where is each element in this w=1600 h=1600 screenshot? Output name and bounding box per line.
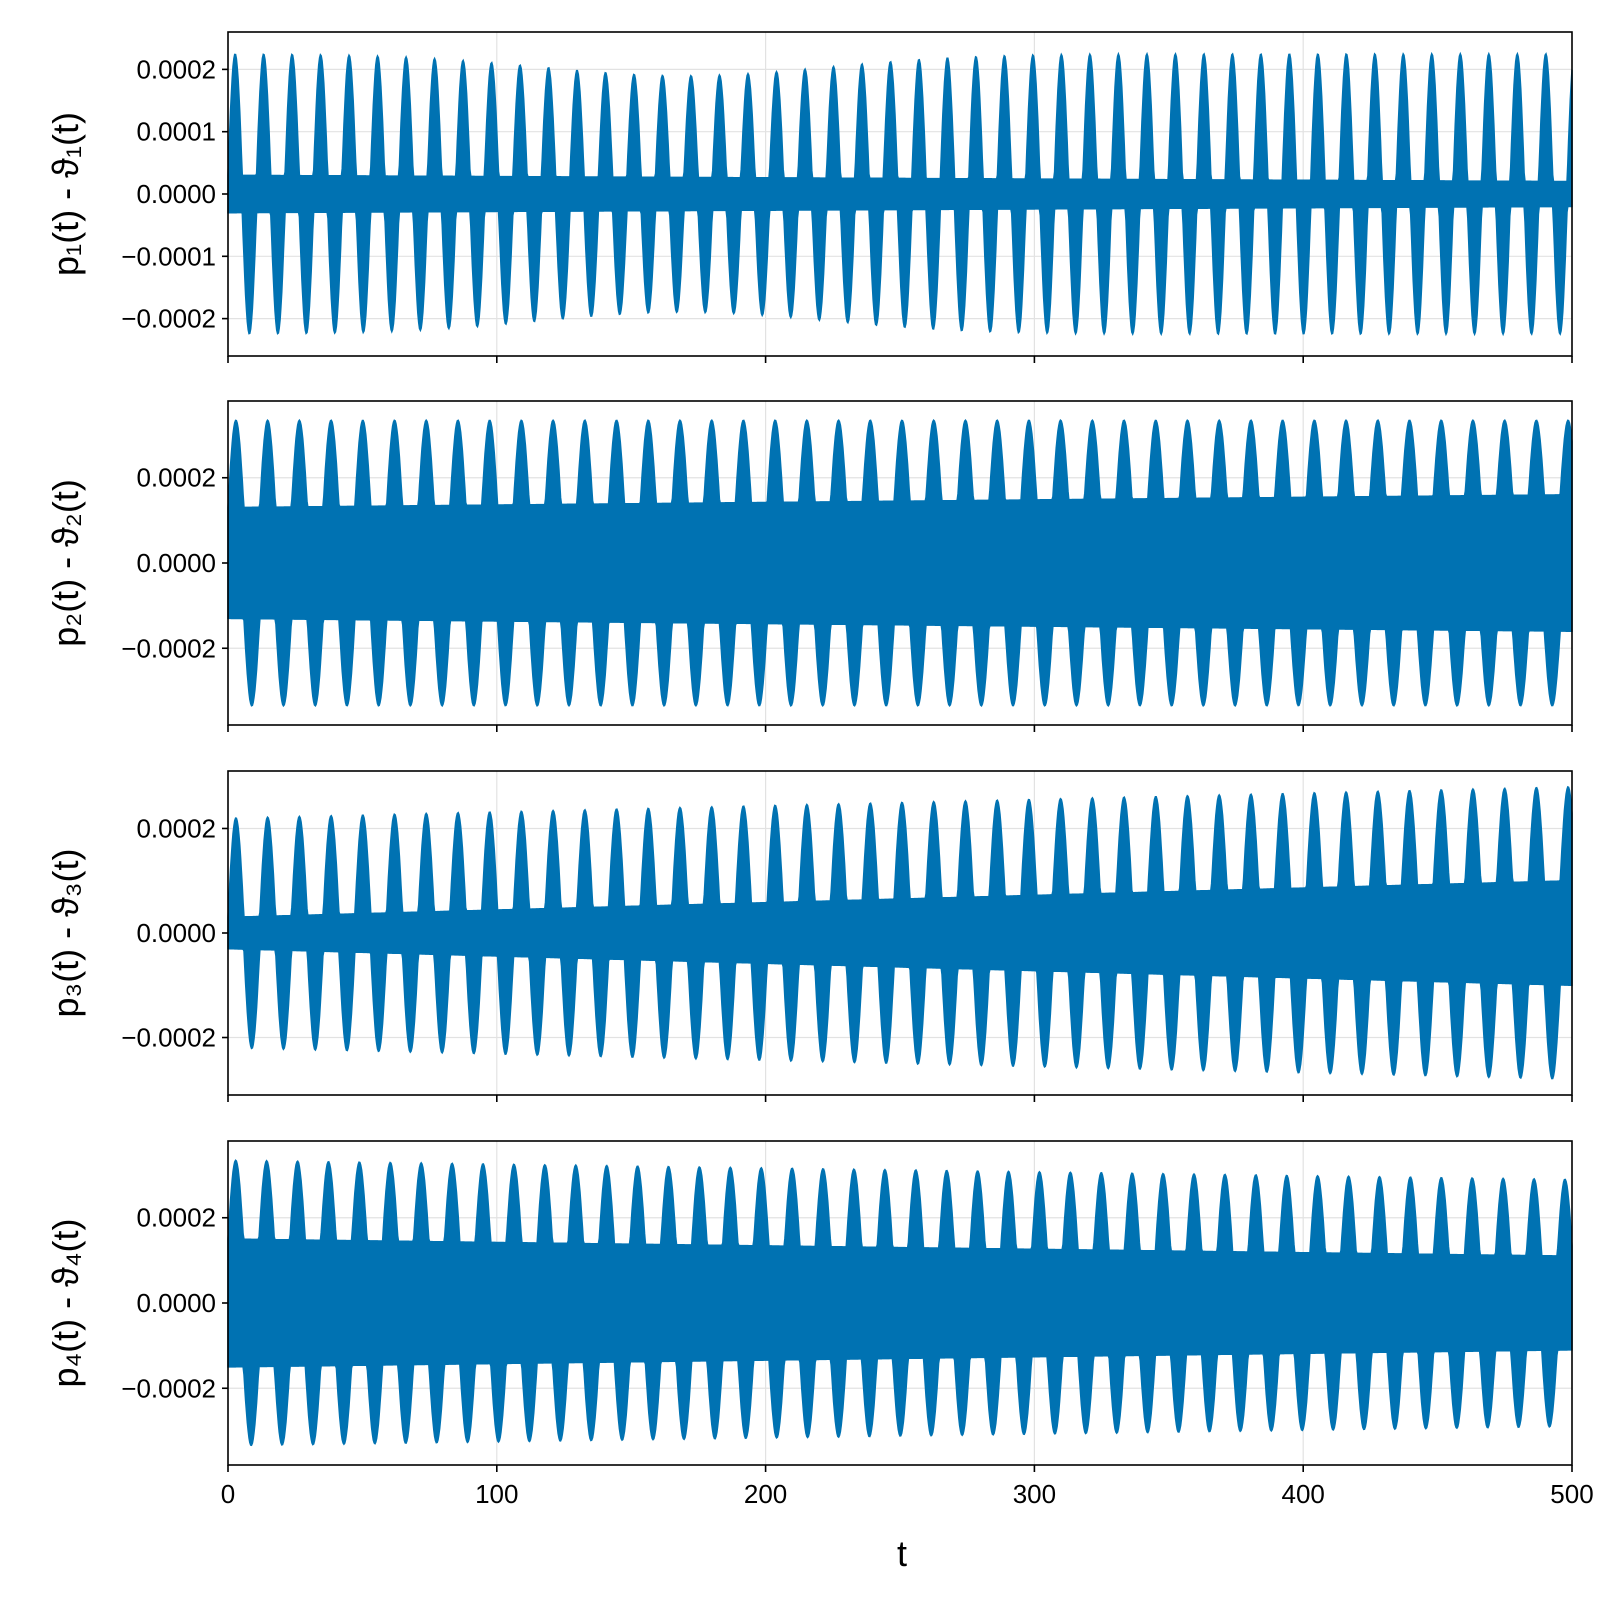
x-tick-label: 200	[744, 1479, 787, 1509]
series-line	[227, 785, 1573, 1080]
x-axis: 0 100 200 300 400 500	[221, 1479, 1594, 1509]
y-tick-label: 0.0002	[136, 1203, 216, 1233]
y-tick-label: −0.0002	[121, 304, 216, 334]
y-tick-label: −0.0002	[121, 1373, 216, 1403]
y-tick-label: −0.0001	[121, 241, 216, 271]
y-tick-label: −0.0002	[121, 633, 216, 663]
panels: 0.0002 0.0001 0.0000 −0.0001 −0.0002 p₁(t) - …	[45, 31, 1573, 1472]
panel-4: 0.0002 0.0000 −0.0002 p₄(t) - ϑ₄(t)	[45, 1140, 1573, 1472]
y-axis-label: p₂(t) - ϑ₂(t)	[45, 479, 86, 647]
x-axis-label: t	[897, 1533, 907, 1574]
y-tick-label: −0.0002	[121, 1023, 216, 1053]
x-tick-label: 100	[475, 1479, 518, 1509]
y-axis-label: p₁(t) - ϑ₁(t)	[45, 112, 86, 276]
y-axis-label: p₄(t) - ϑ₄(t)	[45, 1218, 86, 1387]
series-line	[227, 418, 1573, 708]
panel-2: 0.0002 0.0000 −0.0002 p₂(t) - ϑ₂(t)	[45, 400, 1573, 732]
y-tick-label: 0.0002	[136, 813, 216, 843]
y-tick-label: 0.0002	[136, 463, 216, 493]
x-tick-label: 500	[1550, 1479, 1593, 1509]
y-axis-label: p₃(t) - ϑ₃(t)	[45, 849, 86, 1018]
y-tick-label: 0.0000	[136, 918, 216, 948]
x-tick-label: 0	[221, 1479, 235, 1509]
y-tick-label: 0.0000	[136, 548, 216, 578]
panel-1: 0.0002 0.0001 0.0000 −0.0001 −0.0002 p₁(t) - …	[45, 31, 1573, 363]
panel-3: 0.0002 0.0000 −0.0002 p₃(t) - ϑ₃(t)	[45, 770, 1573, 1102]
y-tick-label: 0.0000	[136, 1288, 216, 1318]
y-tick-label: 0.0001	[136, 117, 216, 147]
x-tick-label: 300	[1013, 1479, 1056, 1509]
y-tick-label: 0.0002	[136, 54, 216, 84]
series-line	[227, 1159, 1573, 1447]
y-tick-label: 0.0000	[136, 179, 216, 209]
x-tick-label: 400	[1282, 1479, 1325, 1509]
series-line	[227, 51, 1573, 337]
